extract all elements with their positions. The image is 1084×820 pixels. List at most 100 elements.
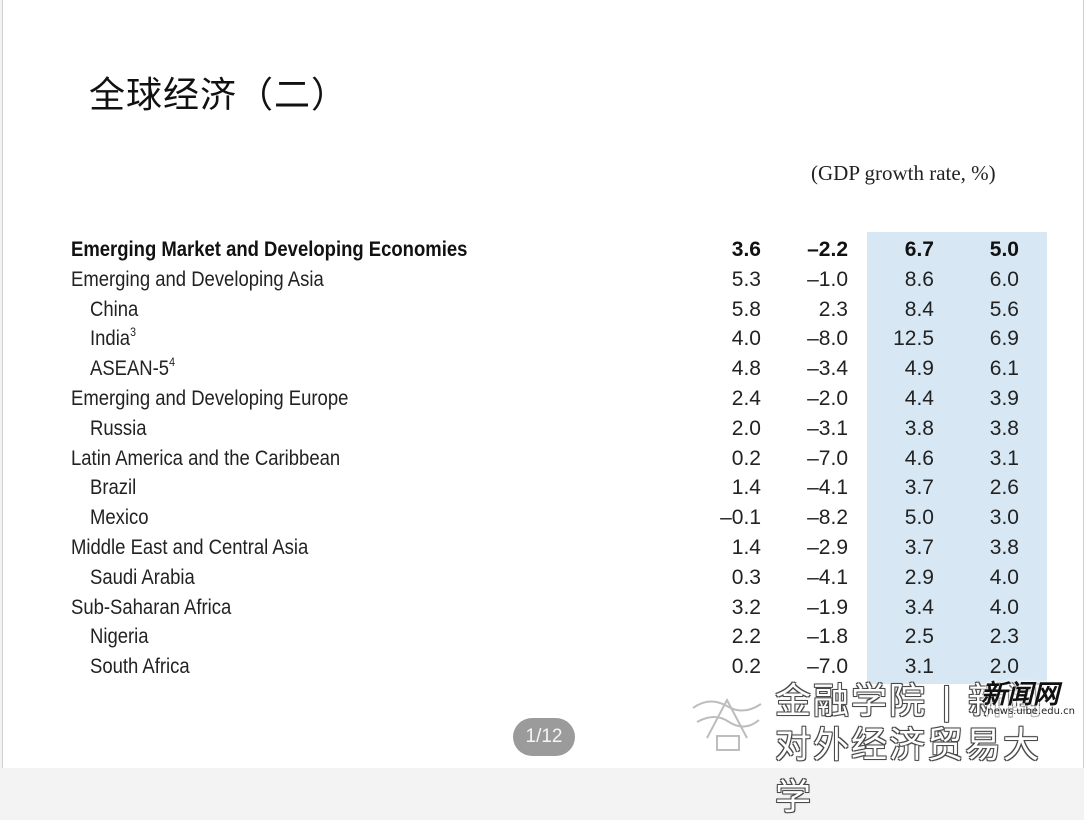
value-cell: 2.3 [989, 625, 1019, 649]
table-row: Saudi Arabia 0.3 –4.1 2.9 4.0 [3, 564, 1083, 594]
value-cell: 5.6 [989, 297, 1019, 321]
table-row: Nigeria 2.2 –1.8 2.5 2.3 [3, 623, 1083, 653]
projection-columns-highlight [867, 232, 1047, 684]
value-cell: 3.8 [904, 416, 934, 440]
value-cell: –1.9 [807, 595, 848, 619]
value-cell: –8.0 [807, 327, 848, 351]
value-cell: 3.8 [989, 535, 1019, 559]
value-cell: 3.7 [904, 535, 934, 559]
row-label-text: Mexico [90, 506, 149, 530]
value-cell: 4.0 [731, 327, 761, 351]
value-cell: 3.8 [989, 416, 1019, 440]
value-cell: 5.0 [904, 506, 934, 530]
slide-title: 全球经济（二） [89, 75, 349, 116]
row-label-text: Russia [90, 416, 147, 440]
row-label: Brazil [90, 476, 136, 500]
table-row: Emerging Market and Developing Economies… [3, 236, 1083, 266]
row-label: Emerging Market and Developing Economies [71, 238, 467, 262]
table-row: Emerging and Developing Europe 2.4 –2.0 4.4… [3, 385, 1083, 415]
value-cell: 4.8 [731, 357, 761, 381]
row-label: Saudi Arabia [90, 566, 195, 590]
value-cell: 1.4 [731, 535, 761, 559]
value-cell: –2.0 [807, 386, 848, 410]
value-cell: 2.2 [731, 625, 761, 649]
value-cell: 8.6 [904, 267, 934, 291]
row-label-text: Saudi Arabia [90, 565, 195, 589]
page-indicator[interactable]: 1/12 [513, 718, 575, 756]
row-label: Emerging and Developing Europe [71, 387, 348, 411]
row-label-text: ASEAN-5 [90, 357, 170, 381]
value-cell: 4.0 [989, 595, 1019, 619]
footnote-marker: 4 [169, 355, 175, 370]
value-cell: –7.0 [807, 446, 848, 470]
value-cell: 2.9 [904, 565, 934, 589]
value-cell: 5.3 [731, 267, 761, 291]
table-row: South Africa 0.2 –7.0 3.1 2.0 [3, 653, 1083, 683]
value-cell: 4.0 [989, 565, 1019, 589]
table-row: Brazil 1.4 –4.1 3.7 2.6 [3, 474, 1083, 504]
row-label: Russia [90, 417, 146, 441]
value-cell: –3.1 [807, 416, 848, 440]
value-cell: 6.9 [989, 327, 1019, 351]
row-label-text: Sub-Saharan Africa [71, 595, 232, 619]
gdp-growth-table: Emerging Market and Developing Economies… [3, 236, 1083, 683]
value-cell: 6.1 [989, 357, 1019, 381]
footnote-marker: 3 [130, 325, 136, 340]
value-cell: 4.4 [904, 386, 934, 410]
row-label: Mexico [90, 506, 149, 530]
table-row: Russia 2.0 –3.1 3.8 3.8 [3, 415, 1083, 445]
value-cell: –4.1 [807, 565, 848, 589]
table-row: China 5.8 2.3 8.4 5.6 [3, 296, 1083, 326]
value-cell: 3.0 [989, 506, 1019, 530]
value-cell: –2.2 [807, 238, 848, 261]
value-cell: –4.1 [807, 476, 848, 500]
row-label: China [90, 298, 138, 322]
row-label: India3 [90, 325, 136, 351]
news-site-name: 新闻网 [980, 680, 1059, 710]
value-cell: 2.3 [818, 297, 848, 321]
row-label: Emerging and Developing Asia [71, 268, 324, 292]
value-cell: 2.5 [904, 625, 934, 649]
value-cell: 1.4 [731, 476, 761, 500]
table-row: Mexico –0.1 –8.2 5.0 3.0 [3, 504, 1083, 534]
row-label-text: Nigeria [90, 625, 149, 649]
table-row: Middle East and Central Asia 1.4 –2.9 3.7 3.… [3, 534, 1083, 564]
value-cell: 4.6 [904, 446, 934, 470]
value-cell: 0.3 [731, 565, 761, 589]
row-label-text: China [90, 297, 139, 321]
row-label: South Africa [90, 655, 190, 679]
value-cell: 3.1 [989, 446, 1019, 470]
value-cell: 3.6 [731, 238, 761, 261]
value-cell: 0.2 [731, 446, 761, 470]
value-cell: 12.5 [893, 327, 934, 351]
value-cell: 2.0 [989, 655, 1019, 679]
value-cell: 8.4 [904, 297, 934, 321]
row-label: Nigeria [90, 625, 149, 649]
value-cell: –3.4 [807, 357, 848, 381]
table-row: ASEAN-54 4.8 –3.4 4.9 6.1 [3, 355, 1083, 385]
row-label-text: Brazil [90, 476, 137, 500]
row-label: ASEAN-54 [90, 355, 175, 381]
value-cell: 3.9 [989, 386, 1019, 410]
value-cell: 3.2 [731, 595, 761, 619]
row-label-text: Emerging and Developing Europe [71, 386, 349, 410]
value-cell: 2.4 [731, 386, 761, 410]
value-cell: 2.6 [989, 476, 1019, 500]
value-cell: 0.2 [731, 655, 761, 679]
value-cell: 3.7 [904, 476, 934, 500]
row-label-text: South Africa [90, 655, 190, 679]
value-cell: 6.7 [904, 238, 934, 261]
value-cell: –1.8 [807, 625, 848, 649]
value-cell: 5.0 [989, 238, 1019, 261]
value-cell: 3.1 [904, 655, 934, 679]
value-cell: 4.9 [904, 357, 934, 381]
row-label: Sub-Saharan Africa [71, 596, 231, 620]
value-cell: –2.9 [807, 535, 848, 559]
value-cell: 3.4 [904, 595, 934, 619]
row-label-text: Emerging Market and Developing Economies [71, 238, 468, 261]
row-label-text: Middle East and Central Asia [71, 535, 309, 559]
watermark: 金融学院 | 新闻 对外经济贸易大学 新闻网 news.uibe.edu.cn [687, 672, 1077, 818]
table-row: Sub-Saharan Africa 3.2 –1.9 3.4 4.0 [3, 594, 1083, 624]
value-cell: 5.8 [731, 297, 761, 321]
